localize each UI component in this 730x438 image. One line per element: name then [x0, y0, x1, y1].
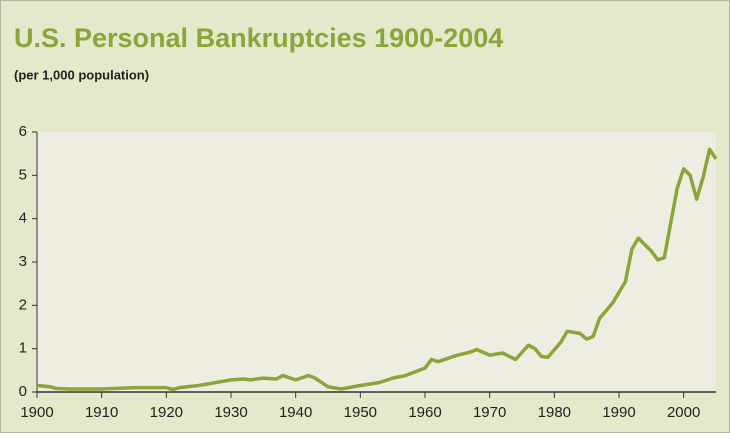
- y-tick-label: 1: [19, 340, 27, 357]
- x-tick-label: 1970: [473, 404, 506, 421]
- y-tick-label: 5: [19, 166, 27, 183]
- y-tick-label: 0: [19, 383, 27, 400]
- plot-area: [37, 132, 716, 392]
- x-tick-label: 1950: [344, 404, 377, 421]
- x-tick-label: 1900: [20, 404, 53, 421]
- line-series: [36, 147, 718, 392]
- x-tick-label: 1990: [602, 404, 635, 421]
- chart-subtitle: (per 1,000 population): [14, 67, 149, 82]
- x-tick-label: 1930: [214, 404, 247, 421]
- y-tick-label: 2: [19, 296, 27, 313]
- x-tick-label: 1920: [150, 404, 183, 421]
- y-tick-label: 3: [19, 253, 27, 270]
- x-tick-label: 1980: [538, 404, 571, 421]
- chart-title: U.S. Personal Bankruptcies 1900-2004: [14, 23, 503, 53]
- y-tick-label: 4: [19, 210, 27, 227]
- y-tick-label: 6: [19, 123, 27, 140]
- x-tick-label: 1910: [85, 404, 118, 421]
- x-tick-label: 1940: [279, 404, 312, 421]
- x-tick-label: 2000: [667, 404, 700, 421]
- x-tick-label: 1960: [408, 404, 441, 421]
